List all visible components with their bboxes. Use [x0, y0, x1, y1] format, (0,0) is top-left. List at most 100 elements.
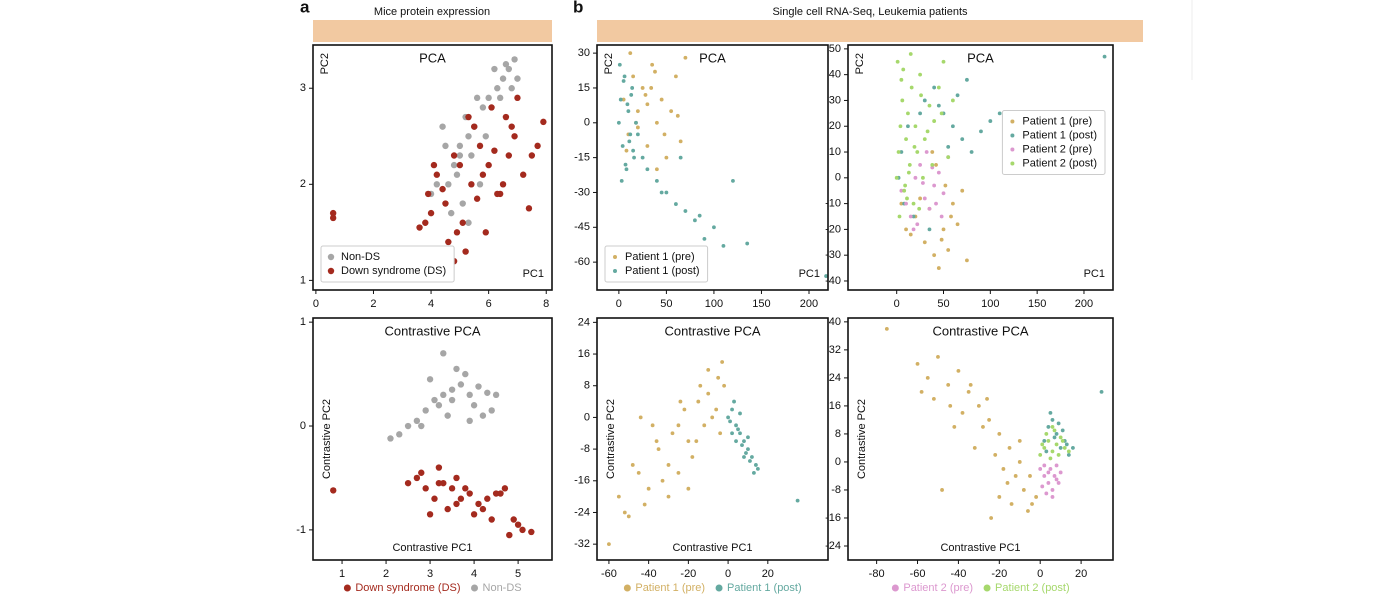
y-tick-label: -8 — [831, 484, 841, 496]
point — [329, 209, 337, 217]
point — [744, 451, 748, 455]
point — [492, 490, 500, 497]
point — [621, 97, 626, 102]
point — [622, 510, 627, 515]
point — [623, 162, 628, 167]
point — [884, 326, 889, 331]
point — [795, 498, 800, 503]
point — [946, 155, 951, 160]
y-tick-label: 20 — [829, 120, 841, 132]
point — [670, 431, 675, 436]
point — [960, 411, 965, 415]
point — [654, 439, 659, 444]
point — [678, 399, 683, 404]
point — [620, 144, 625, 148]
point — [674, 74, 678, 79]
x-tick-label: 2 — [383, 568, 389, 580]
point — [918, 111, 923, 116]
y-tick-label: -15 — [574, 152, 590, 164]
point — [1050, 418, 1055, 422]
point — [906, 111, 910, 116]
point — [1054, 432, 1059, 436]
point — [746, 435, 750, 440]
point — [1046, 425, 1051, 429]
point — [1017, 439, 1022, 443]
y-tick-label: 0 — [584, 117, 590, 129]
plot-title: Contrastive PCA — [384, 323, 480, 338]
point — [645, 102, 650, 107]
point — [732, 399, 736, 404]
point — [740, 443, 744, 448]
point — [988, 119, 993, 123]
point — [1028, 474, 1032, 478]
point — [1046, 439, 1051, 443]
point — [710, 415, 715, 420]
point — [911, 201, 916, 206]
point — [752, 470, 756, 475]
x-tick-label: -60 — [601, 568, 617, 580]
point — [927, 206, 932, 211]
x-tick-label: 3 — [427, 568, 433, 580]
y-tick-label: 16 — [578, 348, 590, 360]
point — [645, 167, 650, 172]
point — [932, 253, 937, 258]
point — [965, 258, 969, 263]
point — [1066, 453, 1071, 457]
point — [488, 516, 495, 523]
point — [946, 382, 951, 387]
legend-frame — [604, 245, 709, 283]
point — [482, 133, 489, 140]
point — [919, 389, 924, 394]
plot-title: PCA — [419, 50, 446, 65]
x-tick-label: 0 — [725, 568, 731, 580]
point — [462, 370, 469, 378]
x-tick-label: 50 — [660, 298, 672, 310]
legend-marker — [1010, 133, 1015, 138]
point — [903, 183, 908, 188]
point — [948, 404, 953, 408]
point — [457, 495, 465, 502]
x-tick-label: 1 — [339, 568, 345, 580]
legend-label: Patient 1 (post) — [1022, 129, 1097, 141]
point — [505, 65, 513, 73]
point — [519, 526, 526, 534]
point — [730, 407, 734, 412]
y-tick-label: -10 — [825, 198, 841, 210]
point — [1048, 456, 1053, 461]
point — [619, 178, 624, 183]
point — [450, 152, 458, 159]
x-tick-label: 4 — [428, 298, 434, 310]
point — [946, 144, 951, 149]
point — [626, 514, 631, 519]
y-tick-label: -24 — [825, 540, 841, 552]
plot-area — [330, 350, 535, 539]
point — [635, 132, 640, 137]
point — [969, 150, 974, 154]
point — [676, 470, 681, 475]
point — [1013, 474, 1018, 478]
plot-title: PCA — [967, 50, 994, 65]
point — [330, 487, 337, 494]
point — [418, 422, 425, 430]
point — [453, 365, 460, 373]
x-tick-label: 100 — [705, 298, 723, 310]
point — [650, 423, 655, 428]
legend-marker — [613, 269, 617, 273]
point — [755, 467, 760, 471]
point — [675, 113, 680, 118]
point — [706, 367, 711, 372]
x-tick-label: -60 — [910, 568, 926, 580]
point — [654, 167, 659, 172]
x-axis-label: Contrastive PC1 — [672, 542, 752, 554]
y-tick-label: 3 — [300, 82, 306, 94]
point — [646, 486, 651, 491]
legend-label: Patient 2 (post) — [1022, 157, 1097, 169]
point — [453, 474, 460, 482]
legend-frame — [1001, 110, 1106, 175]
point — [475, 500, 482, 508]
point — [484, 389, 491, 396]
point — [669, 109, 674, 114]
point — [702, 423, 707, 428]
point — [479, 412, 487, 419]
point — [921, 181, 925, 185]
